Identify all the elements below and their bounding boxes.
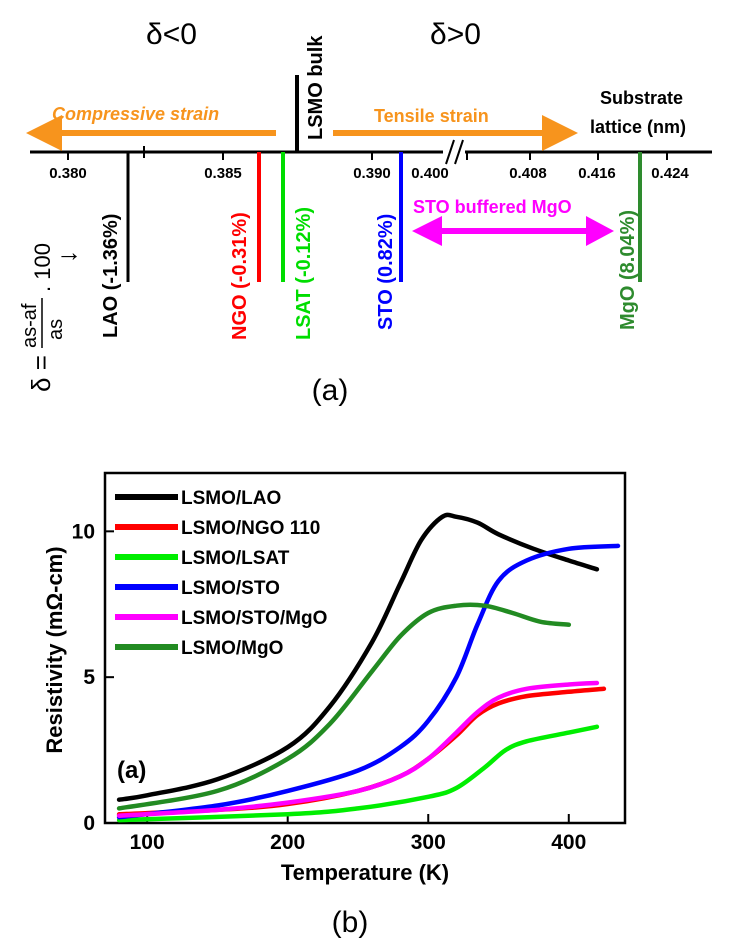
series-line-lsmo-lsat	[116, 724, 600, 823]
series-line-lsmo-sto-mgo	[116, 680, 600, 818]
formula-delta: δ =	[26, 355, 56, 392]
tick-label: 0.390	[353, 165, 391, 182]
tick-label: 0.380	[49, 165, 87, 182]
formula-denominator: as	[45, 319, 67, 340]
series-line-lsmo-mgo	[116, 602, 572, 811]
tick-labels: 0.380 0.385 0.390 0.400 0.408 0.416 0.42…	[49, 165, 689, 182]
compressive-strain-label: Compressive strain	[52, 104, 219, 124]
delta-formula: δ = as-af as . 100	[19, 243, 67, 392]
legend-label: LSMO/STO	[181, 578, 280, 599]
panel-a-caption: (a)	[312, 374, 349, 407]
legend-label: LSMO/LSAT	[181, 548, 290, 569]
x-tick-label: 200	[270, 831, 305, 854]
substrate-label-lao: LAO (-1.36%)	[100, 214, 122, 338]
chart-series	[116, 512, 621, 823]
legend-label: LSMO/STO/MgO	[181, 608, 327, 629]
substrate-label-sto: STO (0.82%)	[375, 214, 397, 330]
formula-numerator: as-af	[19, 303, 41, 348]
tick-label: 0.424	[651, 165, 689, 182]
y-tick-label: 10	[72, 520, 95, 543]
y-axis-label: Resistivity (mΩ-cm)	[42, 546, 67, 753]
axis-break-mark	[445, 139, 455, 165]
tick-label: 0.400	[411, 165, 449, 182]
panel-a: δ<0 δ>0 0.380 0.385 0.390 0.400 0.408 0.…	[19, 18, 712, 407]
sto-buffered-mgo-label: STO buffered MgO	[413, 197, 572, 217]
axis-break-mark	[454, 139, 464, 165]
formula-factor: . 100	[30, 243, 55, 292]
legend-label: LSMO/NGO 110	[181, 518, 320, 539]
series-line-lsmo-sto	[116, 543, 621, 820]
x-tick-label: 400	[551, 831, 586, 854]
sto-buffered-mgo-arrow	[412, 216, 614, 246]
tick-label: 0.416	[578, 165, 616, 182]
substrate-label: Substrate	[600, 88, 683, 108]
substrate-label-lsat: LSAT (-0.12%)	[293, 207, 315, 340]
delta-negative-label: δ<0	[146, 18, 197, 51]
series-line-lsmo-lao	[116, 512, 600, 802]
axis-ticks	[67, 146, 668, 160]
delta-positive-label: δ>0	[430, 18, 481, 51]
chart-ticks: 100 200 300 400 0 5 10	[72, 520, 587, 854]
substrate-label-ngo: NGO (-0.31%)	[229, 212, 251, 340]
legend-label: LSMO/MgO	[181, 638, 283, 659]
x-tick-label: 300	[411, 831, 446, 854]
y-tick-label: 5	[83, 666, 95, 689]
x-tick-label: 100	[130, 831, 165, 854]
chart-annotation: (a)	[117, 757, 146, 784]
substrate-lattice-label: lattice (nm)	[590, 117, 686, 137]
formula-arrow: →	[56, 237, 82, 267]
x-axis-label: Temperature (K)	[281, 860, 449, 885]
chart-legend: LSMO/LAO LSMO/NGO 110 LSMO/LSAT LSMO/STO LSM…	[115, 488, 327, 659]
legend-label: LSMO/LAO	[181, 488, 281, 509]
tick-label: 0.385	[204, 165, 242, 182]
plot-frame	[103, 471, 627, 825]
lsmo-bulk-label: LSMO bulk	[305, 35, 327, 140]
substrate-label-mgo: MgO (8.04%)	[617, 210, 639, 330]
y-tick-label: 0	[83, 812, 95, 835]
tensile-strain-label: Tensile strain	[374, 106, 489, 126]
tick-label: 0.408	[509, 165, 547, 182]
panel-b-caption: (b)	[332, 906, 369, 939]
